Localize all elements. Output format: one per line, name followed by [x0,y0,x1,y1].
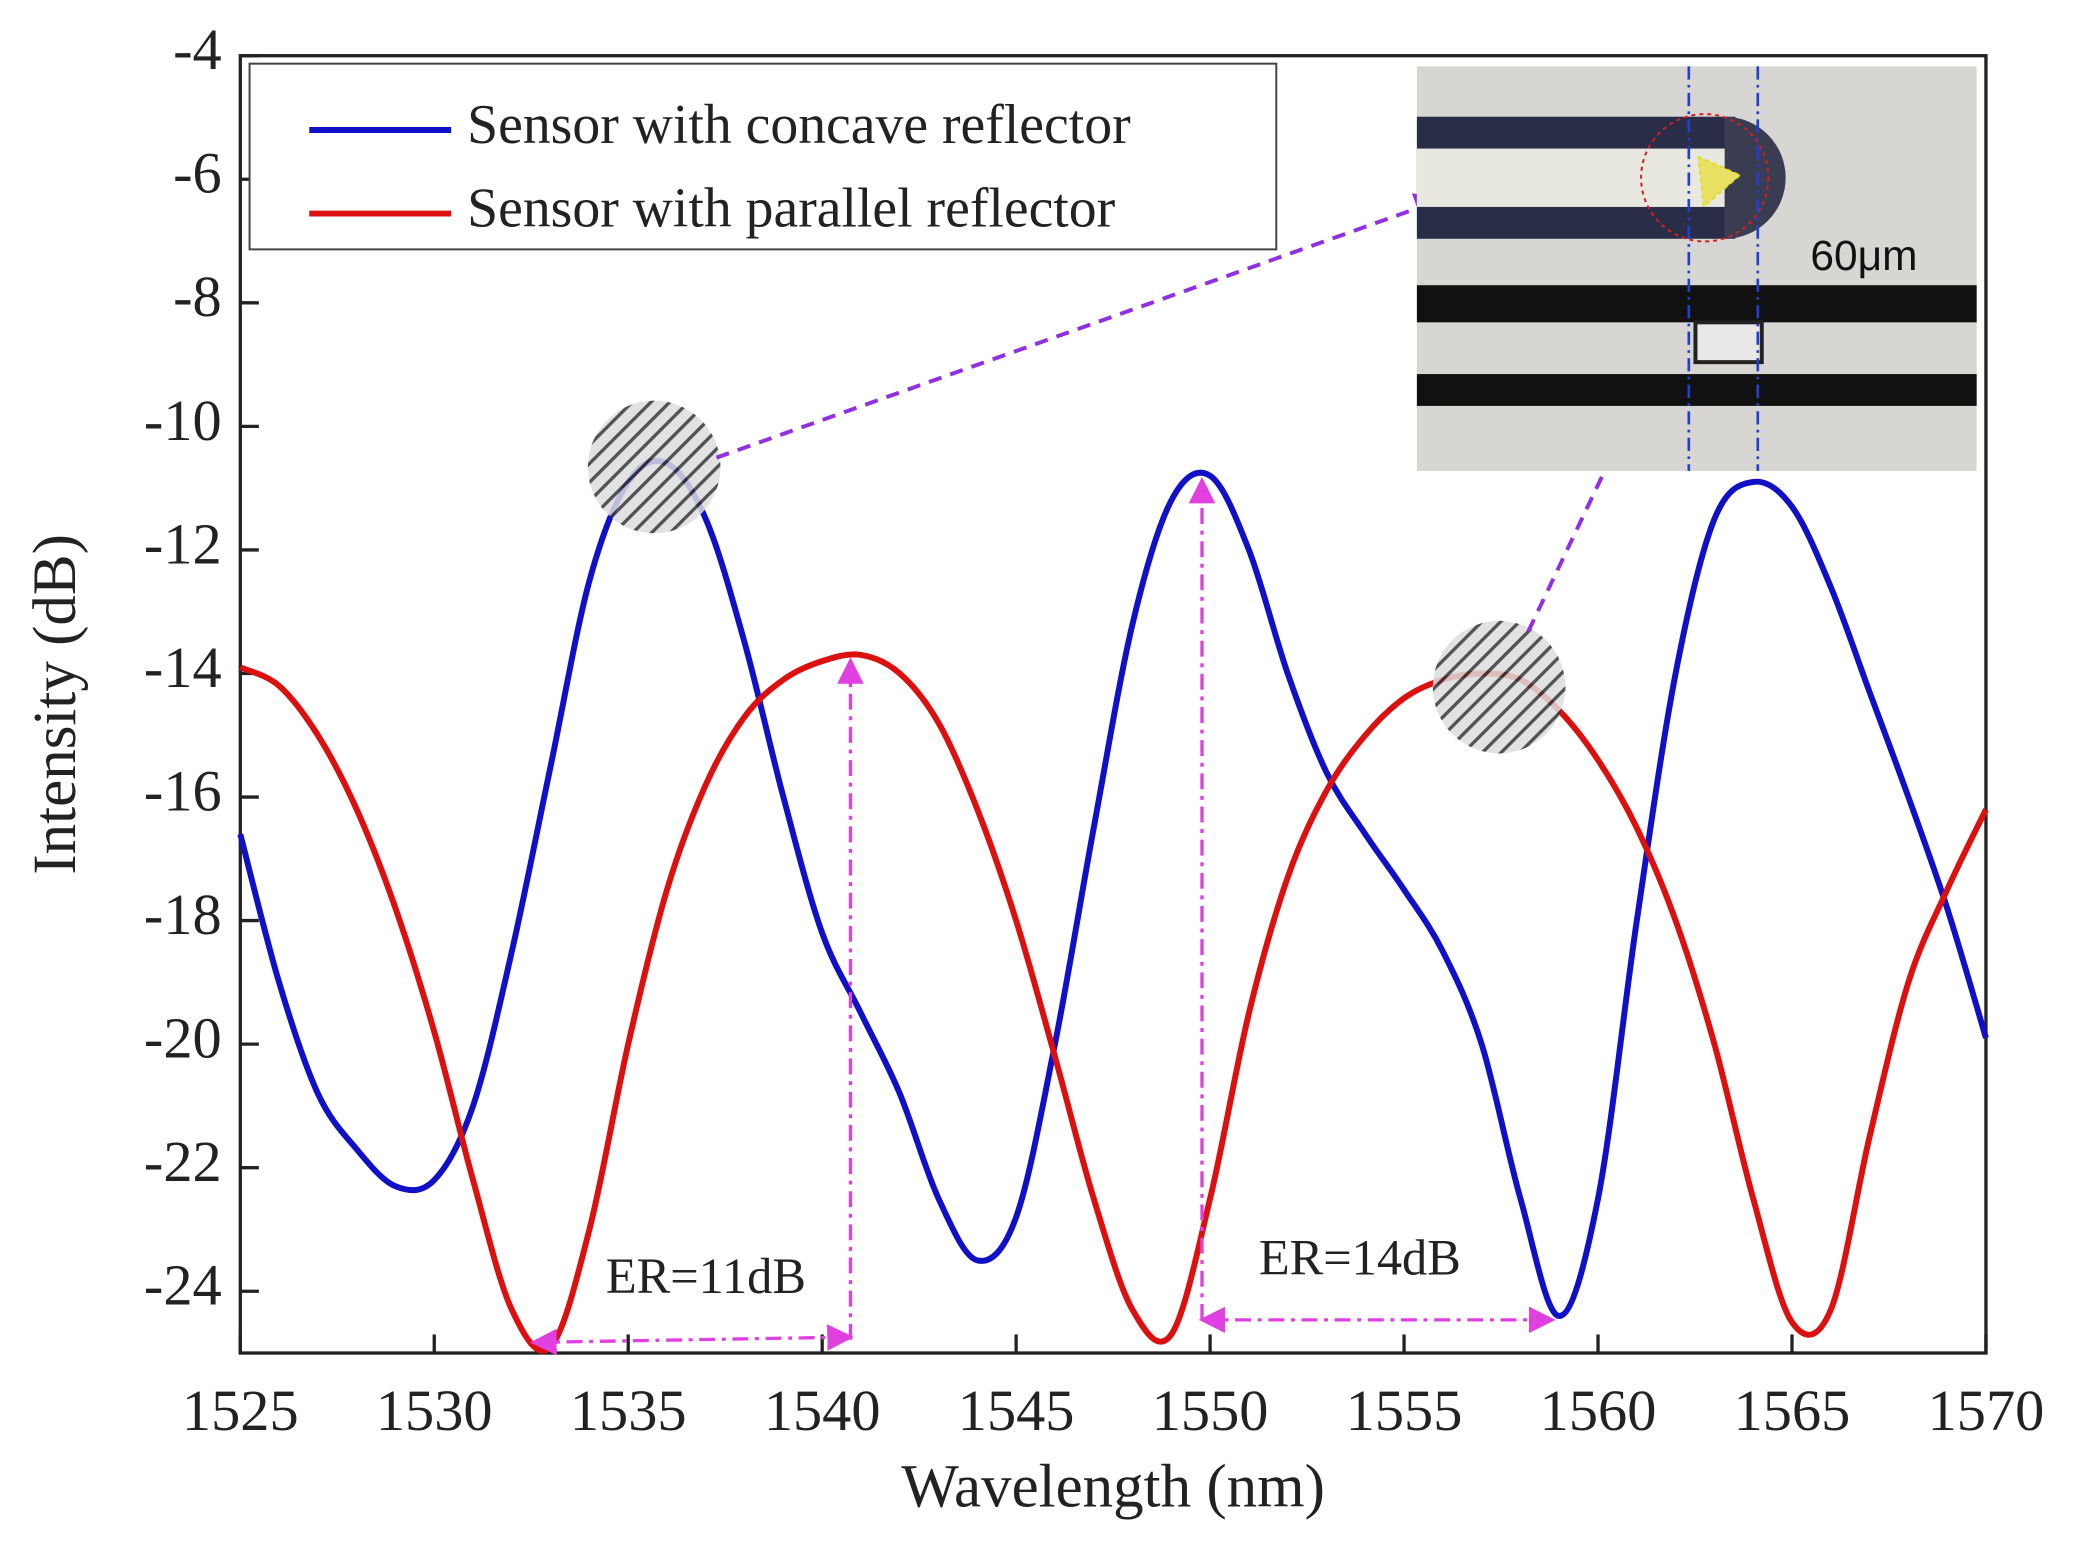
y-tick-label: -10 [144,388,222,453]
y-axis-label: Intensity (dB) [22,534,89,875]
x-tick-label: 1540 [764,1378,881,1443]
plot-frame [238,54,1988,1355]
x-tick-label: 1560 [1540,1378,1657,1443]
axes-layer: 1525 1530 1535 1540 1545 1550 1555 1560 1565 1570… [144,17,2044,1443]
pointer-arrow [715,193,1448,460]
x-axis-label: Wavelength (nm) [901,1453,1325,1520]
x-tick-label: 1525 [182,1378,299,1443]
series-line [239,651,1989,1354]
series-layer [237,458,1989,1354]
annotation: ER=11dB [606,1248,806,1304]
y-tick-label: -14 [144,635,222,700]
y-tick-label: -20 [144,1006,222,1071]
x-tick-label: 1555 [1346,1378,1463,1443]
y-tick-label: -18 [144,882,222,947]
x-tick-label: 1545 [958,1378,1075,1443]
x-tick-label: 1530 [376,1378,493,1443]
y-tick-label: -22 [144,1129,222,1194]
x-tick-label: 1565 [1734,1378,1851,1443]
y-tick-label: -16 [144,758,222,823]
pointer-arrow [1526,410,1635,633]
er-line [530,1324,854,1356]
x-tick-label: 1550 [1152,1378,1269,1443]
series-line [237,458,1989,1319]
x-tick-label: 1535 [570,1378,687,1443]
y-tick-label: -12 [144,511,222,576]
y-tick-label: -4 [173,17,222,82]
y-tick-label: -6 [173,141,222,206]
legend-box [248,62,1278,251]
annotation: ER=14dB [1259,1229,1461,1285]
highlight-circle [1432,620,1566,754]
highlight-circle [587,400,721,534]
legend-label: Sensor with concave reflector [467,94,1131,156]
inset-image: 60μm [1416,66,1977,471]
y-tick-label: -24 [144,1253,222,1318]
scale-label: 60μm [1810,232,1917,279]
y-tick-label: -8 [173,264,222,329]
legend-label: Sensor with parallel reflector [467,177,1116,239]
legend: Sensor with concave reflector Sensor with… [248,62,1278,251]
x-tick-label: 1570 [1928,1378,2045,1443]
